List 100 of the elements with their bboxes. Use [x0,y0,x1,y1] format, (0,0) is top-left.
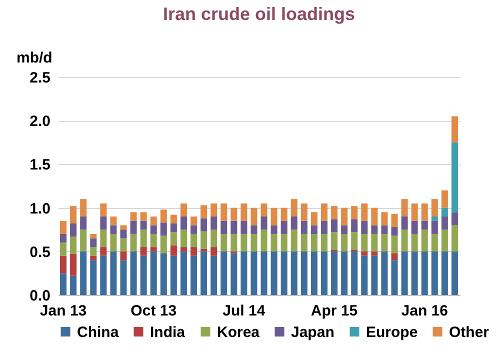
bar [190,256,198,295]
bar [431,216,438,221]
bar [331,232,338,250]
bar [391,226,398,236]
bar [401,230,408,252]
bar [200,218,208,232]
bar [320,220,328,234]
bar [60,234,67,243]
bar [110,225,117,234]
chart-title: Iran crude oil loadings [162,4,356,24]
bar [60,273,67,295]
bar [200,248,208,252]
bar [371,208,378,226]
bar [411,234,418,252]
bar [200,231,208,249]
bar [411,220,418,234]
x-tick-label: Jan 16 [401,302,448,320]
bar [100,216,107,230]
bar [150,251,157,295]
bar [310,234,318,252]
bar [80,251,87,295]
bar [210,230,218,248]
bar [170,256,177,295]
bar [320,251,328,295]
bar [391,260,398,295]
bar [200,205,208,218]
bar [210,256,218,295]
bar [180,203,187,217]
bar [341,208,348,226]
legend-label: China [77,324,120,341]
bar [361,220,368,234]
bar [381,225,388,234]
bar [300,220,308,234]
bar [260,251,268,295]
x-tick-label: Oct 13 [130,302,177,320]
bar [381,234,388,252]
bar [120,230,127,238]
bar [351,219,358,232]
bar [250,208,258,226]
bar [371,225,378,234]
bar [421,230,428,252]
bar [361,251,368,256]
bar [190,216,198,226]
bar [100,203,107,217]
bar [130,234,137,252]
legend-label: Other [449,324,490,341]
bar [351,251,358,295]
bar [130,251,137,295]
bar [210,203,218,217]
bar [381,212,388,226]
bar [120,260,127,295]
y-tick-label: 2.0 [30,113,50,130]
bar [170,214,177,224]
bar [130,220,137,234]
bar [160,222,167,236]
bar [230,253,238,295]
bar [381,251,388,295]
bar [90,247,97,256]
bar [310,225,318,234]
bar [70,254,77,276]
bar [300,203,308,221]
bar [451,116,458,142]
bar [391,236,398,254]
bar [180,230,187,248]
bar [230,220,238,234]
bar [190,247,198,256]
bar [60,256,67,274]
bar [300,234,308,252]
y-tick-label: 2.5 [30,70,50,86]
bar [240,234,248,252]
bar [90,238,97,248]
bar [230,208,238,221]
bar [250,251,258,295]
bar [441,190,448,208]
y-axis-title: mb/d [16,50,52,66]
bar [150,247,157,252]
bar [180,216,187,230]
x-tick-label: Jan 13 [40,302,87,320]
bar [371,256,378,295]
bar [320,234,328,252]
bar [140,256,147,295]
bar [401,216,408,230]
bar [260,230,268,252]
bar [431,251,438,295]
bar [210,216,218,230]
bar [60,242,67,256]
bar [320,203,328,221]
bar [391,214,398,227]
bar [441,216,448,230]
bar [421,251,428,295]
bar [270,251,278,295]
legend-label: Japan [291,324,334,341]
bar [451,142,458,212]
bar [160,253,167,295]
bar [310,212,318,226]
bar [90,234,97,238]
bar [70,223,77,237]
bar [200,251,208,295]
bar [270,225,278,234]
legend-label: Europe [366,324,418,341]
